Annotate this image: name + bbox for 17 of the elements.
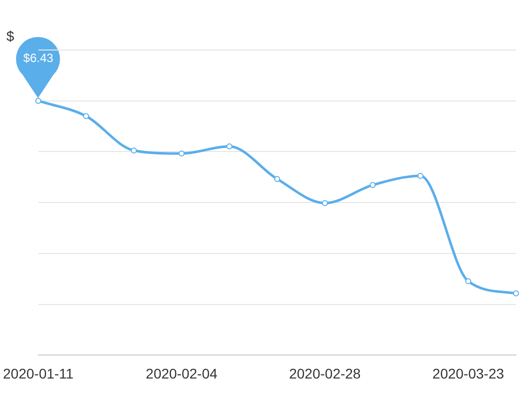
point [370,182,376,188]
point [83,113,90,120]
x-tick-label: 2020-02-04 [146,365,218,382]
x-tick-label: 2020-01-11 [3,365,74,382]
point [417,172,424,179]
x-tick-label: 2020-03-23 [432,365,504,382]
point [274,176,280,182]
point [178,150,185,157]
text: $6.43 [23,51,54,66]
text: $ [6,28,14,44]
x-tick-label: 2020-02-28 [289,365,361,382]
point [130,147,137,154]
point [322,200,328,206]
point [465,278,472,284]
point [226,143,232,150]
point [513,290,519,296]
point [35,98,42,104]
